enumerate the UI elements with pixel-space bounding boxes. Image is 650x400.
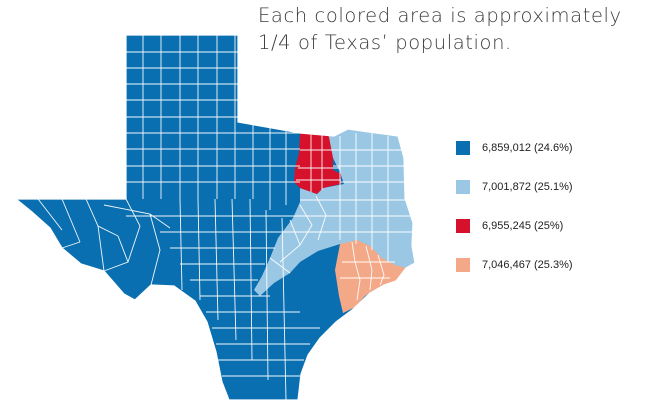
legend-item: 6,859,012 (24.6%): [456, 140, 573, 156]
region-orange: [335, 240, 406, 313]
legend-swatch-orange: [456, 258, 470, 272]
legend-item: 7,001,872 (25.1%): [456, 179, 573, 195]
region-red: [294, 129, 341, 194]
legend-label: 7,046,467 (25.3%): [482, 259, 573, 271]
county-grid: [16, 35, 412, 400]
map-title: Each colored area is approximately 1/4 o…: [258, 2, 648, 56]
legend-label: 7,001,872 (25.1%): [482, 181, 573, 193]
legend-swatch-light-blue: [456, 180, 470, 194]
legend-label: 6,955,245 (25%): [482, 220, 564, 232]
legend-swatch-red: [456, 219, 470, 233]
legend-swatch-dark-blue: [456, 141, 470, 155]
title-line-2: 1/4 of Texas’ population.: [258, 31, 512, 54]
legend-label: 6,859,012 (24.6%): [482, 142, 573, 154]
legend: 6,859,012 (24.6%) 7,001,872 (25.1%) 6,95…: [456, 140, 573, 296]
title-line-1: Each colored area is approximately: [258, 4, 622, 27]
legend-item: 7,046,467 (25.3%): [456, 257, 573, 273]
legend-item: 6,955,245 (25%): [456, 218, 573, 234]
